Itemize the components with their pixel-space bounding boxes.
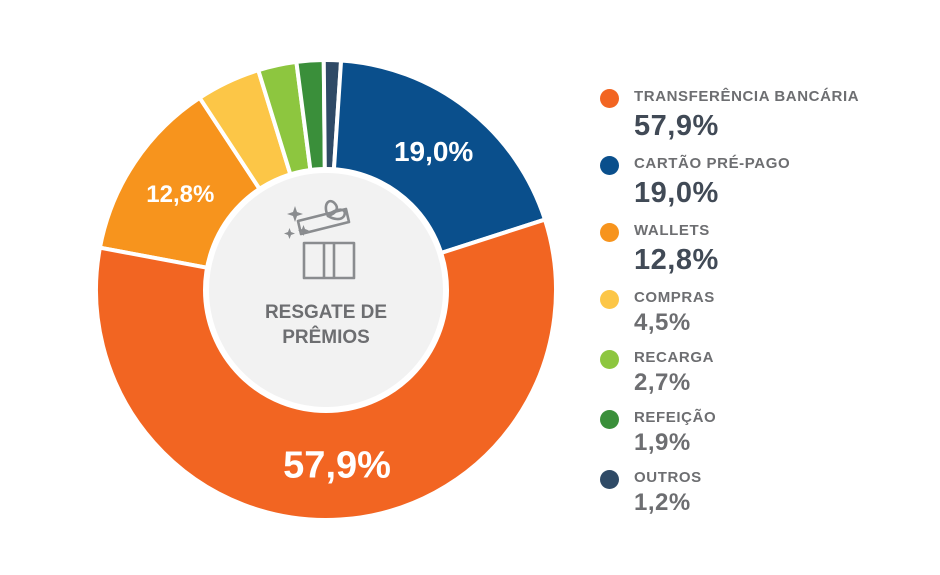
legend-swatch [600, 89, 619, 108]
legend-item-cartao-pre-pago: CARTÃO PRÉ-PAGO 19,0% [600, 153, 920, 211]
legend-value: 12,8% [634, 244, 719, 276]
legend-label: RECARGA [634, 349, 715, 366]
legend-value: 2,7% [634, 369, 691, 396]
legend-item-wallets: WALLETS 12,8% [600, 220, 920, 278]
legend-swatch [600, 290, 619, 309]
gift-box-icon [284, 199, 356, 280]
slice-label-cartao-pre-pago: 19,0% [394, 136, 473, 167]
center-label-line-1: RESGATE DE [265, 302, 387, 323]
legend-swatch [600, 156, 619, 175]
legend-item-outros: OUTROS 1,2% [600, 467, 920, 517]
legend-label: CARTÃO PRÉ-PAGO [634, 155, 791, 172]
legend-value: 4,5% [634, 309, 691, 336]
legend-swatch [600, 350, 619, 369]
legend-item-refeicao: REFEIÇÃO 1,9% [600, 407, 920, 457]
legend-label: OUTROS [634, 469, 702, 486]
center-disc [203, 167, 449, 413]
legend-swatch [600, 410, 619, 429]
legend-item-transferencia-bancaria: TRANSFERÊNCIA BANCÁRIA 57,9% [600, 86, 920, 144]
legend-label: COMPRAS [634, 289, 715, 306]
legend-swatch [600, 470, 619, 489]
donut-chart: RESGATE DE PRÊMIOS 12,8% 19,0% 57,9% [96, 60, 556, 520]
legend-item-compras: COMPRAS 4,5% [600, 287, 920, 337]
legend-value: 1,2% [634, 489, 691, 516]
legend-swatch [600, 223, 619, 242]
slice-label-transferencia-bancaria: 57,9% [283, 445, 391, 487]
legend-label: TRANSFERÊNCIA BANCÁRIA [634, 88, 860, 105]
center-label-line-2: PRÊMIOS [282, 326, 370, 348]
donut-center: RESGATE DE PRÊMIOS [203, 167, 449, 413]
legend-item-recarga: RECARGA 2,7% [600, 347, 920, 397]
legend-label: REFEIÇÃO [634, 409, 717, 426]
slice-value-labels: 12,8% 19,0% 57,9% [146, 136, 473, 487]
legend-value: 19,0% [634, 177, 719, 209]
slice-label-wallets: 12,8% [146, 181, 214, 208]
legend-value: 57,9% [634, 110, 719, 142]
chart-legend: TRANSFERÊNCIA BANCÁRIA 57,9% CARTÃO PRÉ-PA… [600, 86, 920, 527]
legend-value: 1,9% [634, 429, 691, 456]
legend-label: WALLETS [634, 222, 710, 239]
